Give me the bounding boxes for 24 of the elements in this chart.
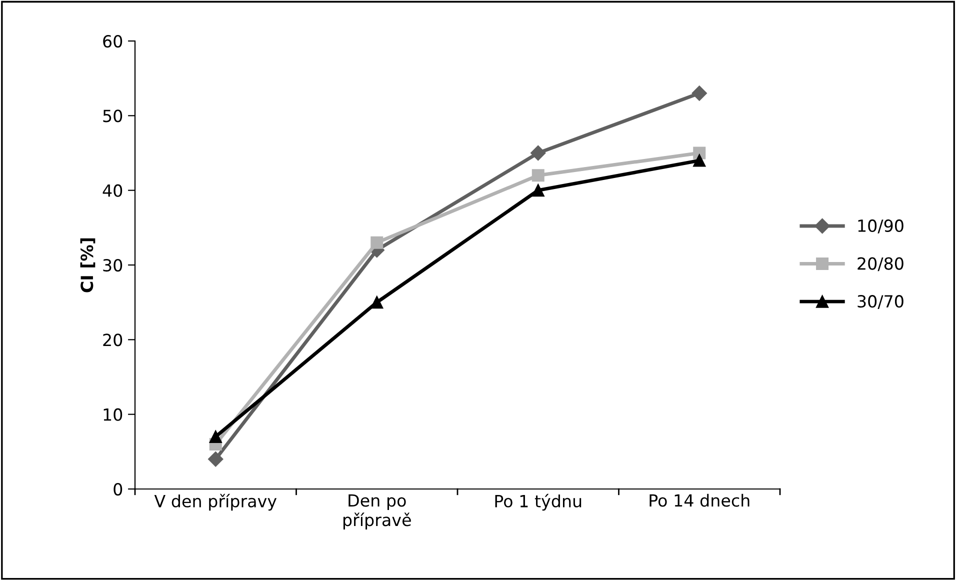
point bbox=[370, 296, 384, 309]
legend-label: 20/80 bbox=[858, 257, 904, 272]
y-tick-label: 60 bbox=[103, 34, 122, 48]
y-tick-label: 50 bbox=[103, 110, 122, 122]
y-tick-label: 10 bbox=[104, 408, 122, 421]
point bbox=[370, 236, 384, 249]
y-axis-title: CI [%] bbox=[80, 238, 96, 292]
y-tick-label: 30 bbox=[103, 258, 122, 272]
point bbox=[532, 169, 544, 182]
x-tick-label: Po 14 dnech bbox=[650, 494, 750, 507]
legend-label: 30/70 bbox=[858, 295, 904, 309]
y-tick-label: 40 bbox=[102, 184, 122, 197]
y-tick-label: 0 bbox=[114, 482, 122, 496]
x-tick-label: V den přípravy bbox=[154, 494, 277, 511]
point bbox=[692, 86, 707, 101]
legend-label: 10/90 bbox=[858, 219, 904, 234]
point bbox=[208, 452, 224, 467]
point bbox=[693, 154, 706, 167]
point bbox=[530, 145, 546, 161]
y-tick-label: 20 bbox=[103, 334, 122, 346]
point bbox=[532, 184, 544, 197]
x-tick-label: Den po přípravě bbox=[343, 494, 411, 530]
x-tick-label: Po 1 týdnu bbox=[495, 494, 582, 511]
point bbox=[209, 430, 222, 443]
